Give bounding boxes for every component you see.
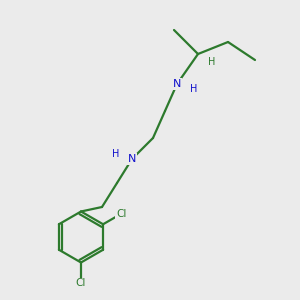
Text: H: H <box>112 149 119 160</box>
Text: H: H <box>208 56 215 67</box>
Text: N: N <box>173 79 181 89</box>
Text: Cl: Cl <box>76 278 86 289</box>
Text: N: N <box>128 154 136 164</box>
Text: H: H <box>190 83 197 94</box>
Text: Cl: Cl <box>116 209 127 219</box>
